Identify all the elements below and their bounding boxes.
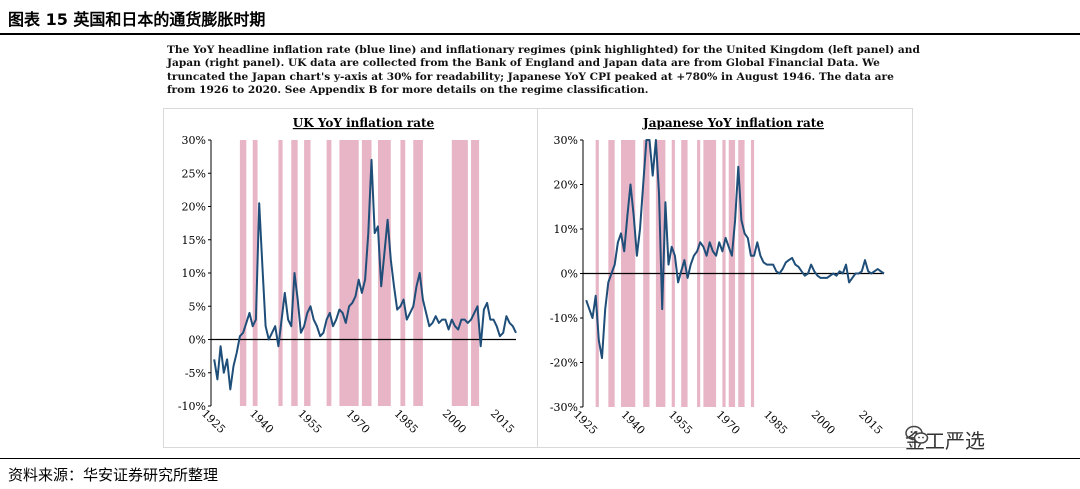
regime-band xyxy=(252,140,258,406)
x-tick-label: 2000 xyxy=(440,407,469,436)
x-tick-label: 2015 xyxy=(856,408,885,437)
y-tick-label: 15% xyxy=(182,234,206,247)
regime-band xyxy=(326,140,332,406)
x-tick-label: 1955 xyxy=(666,408,695,437)
uk-chart-panel: UK YoY inflation rate -10% -5% 0% 5% 10% 15% 20… xyxy=(163,108,539,448)
y-tick-label: 5% xyxy=(189,300,206,313)
y-tick-label: 10% xyxy=(182,267,206,280)
regime-band xyxy=(278,140,283,406)
bottom-rule xyxy=(0,458,1080,459)
chart-title: UK YoY inflation rate xyxy=(293,116,435,130)
chart-title: Japanese YoY inflation rate xyxy=(642,116,824,130)
regime-band xyxy=(361,140,372,406)
y-tick-label: 0% xyxy=(561,268,578,281)
regime-band xyxy=(239,140,247,406)
wechat-icon xyxy=(905,425,929,444)
y-tick-label: 0% xyxy=(189,334,206,347)
x-tick-label: 1940 xyxy=(247,407,276,436)
top-rule xyxy=(0,33,1080,35)
source-note: 资料来源：华安证券研究所整理 xyxy=(8,466,219,484)
series-line xyxy=(213,158,517,391)
y-tick-label: 10% xyxy=(554,223,578,236)
watermark: 金工严选 xyxy=(905,425,985,454)
x-tick-label: 1985 xyxy=(392,407,421,436)
x-tick-label: 1970 xyxy=(714,408,743,437)
y-tick-label: -30% xyxy=(550,401,578,414)
x-tick-label: 1955 xyxy=(295,407,324,436)
japan-inflation-chart: Japanese YoY inflation rate -30% -20% -10% 0… xyxy=(550,116,885,437)
y-tick-label: 30% xyxy=(554,134,578,147)
x-tick-label: 2000 xyxy=(809,408,838,437)
regime-band xyxy=(400,140,406,406)
y-tick-label: 30% xyxy=(182,134,206,147)
x-tick-label: 1985 xyxy=(761,408,790,437)
japan-chart-panel: Japanese YoY inflation rate -30% -20% -10% 0… xyxy=(537,108,913,448)
uk-inflation-chart: UK YoY inflation rate -10% -5% 0% 5% 10% 15% 20… xyxy=(178,116,517,436)
regime-band xyxy=(304,140,311,406)
y-tick-label: 25% xyxy=(182,167,206,180)
figure-caption: The YoY headline inflation rate (blue li… xyxy=(167,44,920,97)
regime-band xyxy=(339,140,359,406)
x-tick-label: 1925 xyxy=(199,407,228,436)
figure-title: 图表 15 英国和日本的通货膨胀时期 xyxy=(8,10,266,29)
y-tick-label: -10% xyxy=(178,400,206,413)
x-tick-label: 2015 xyxy=(488,407,517,436)
x-tick-label: 1970 xyxy=(343,407,372,436)
y-tick-label: -20% xyxy=(550,357,578,370)
y-tick-label: -10% xyxy=(550,312,578,325)
regime-band xyxy=(471,140,480,406)
x-tick-label: 1940 xyxy=(619,408,648,437)
y-tick-label: -5% xyxy=(185,367,206,380)
series-line xyxy=(585,139,885,360)
y-tick-label: 20% xyxy=(182,201,206,214)
y-tick-label: 20% xyxy=(554,179,578,192)
regime-band xyxy=(413,140,423,406)
x-tick-label: 1925 xyxy=(571,408,600,437)
regime-band xyxy=(451,140,468,406)
